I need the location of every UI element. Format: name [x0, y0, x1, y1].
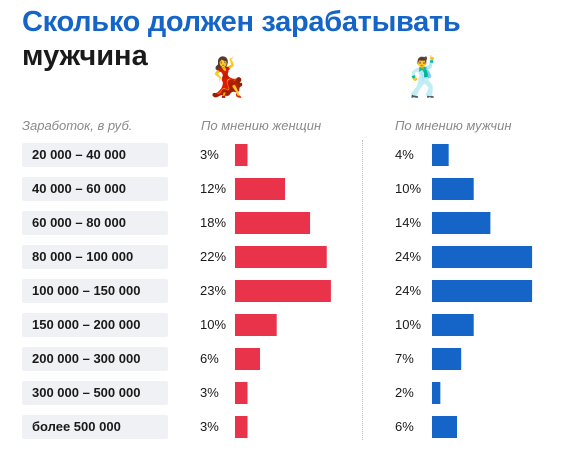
men-data-label: 24%: [395, 283, 422, 298]
men-data-label: 4%: [395, 147, 414, 162]
women-bar: [235, 246, 327, 268]
men-bar: [432, 314, 474, 336]
women-data-label: 3%: [200, 147, 219, 162]
men-bar: [432, 212, 491, 234]
men-bar: [432, 348, 462, 370]
men-data-label: 24%: [395, 249, 422, 264]
chart-title-line1: Сколько должен зарабатывать: [22, 6, 461, 38]
men-bar: [432, 280, 533, 302]
women-bar: [235, 280, 331, 302]
dancing-woman-icon: 💃: [203, 55, 251, 99]
dancing-man-icon: 🕺: [400, 55, 448, 99]
men-data-label: 7%: [395, 351, 414, 366]
category-label: 150 000 – 200 000: [22, 313, 168, 337]
category-label: более 500 000: [22, 415, 168, 439]
women-data-label: 18%: [200, 215, 227, 230]
men-bar: [432, 144, 449, 166]
men-bar: [432, 416, 458, 438]
women-data-label: 22%: [200, 249, 227, 264]
women-data-label: 23%: [200, 283, 227, 298]
men-data-label: 10%: [395, 317, 422, 332]
income-column-header: Заработок, в руб.: [22, 118, 133, 133]
men-bar: [432, 178, 474, 200]
men-bar: [432, 246, 533, 268]
men-data-label: 6%: [395, 419, 414, 434]
category-label: 40 000 – 60 000: [22, 177, 168, 201]
category-label: 300 000 – 500 000: [22, 381, 168, 405]
men-data-label: 10%: [395, 181, 422, 196]
women-data-label: 12%: [200, 181, 227, 196]
category-label: 100 000 – 150 000: [22, 279, 168, 303]
category-label: 60 000 – 80 000: [22, 211, 168, 235]
men-data-label: 14%: [395, 215, 422, 230]
chart-title-line2: мужчина: [22, 40, 148, 72]
men-bar: [432, 382, 441, 404]
men-data-label: 2%: [395, 385, 414, 400]
category-label: 80 000 – 100 000: [22, 245, 168, 269]
women-data-label: 10%: [200, 317, 227, 332]
women-bar: [235, 382, 248, 404]
women-bar: [235, 348, 261, 370]
women-bar: [235, 416, 248, 438]
women-data-label: 3%: [200, 419, 219, 434]
women-bar: [235, 178, 286, 200]
women-data-label: 6%: [200, 351, 219, 366]
women-column-header: По мнению женщин: [201, 118, 322, 133]
women-bar: [235, 314, 277, 336]
category-label: 20 000 – 40 000: [22, 143, 168, 167]
women-data-label: 3%: [200, 385, 219, 400]
category-label: 200 000 – 300 000: [22, 347, 168, 371]
column-divider: [362, 140, 363, 440]
men-column-header: По мнению мужчин: [395, 118, 512, 133]
women-bar: [235, 212, 311, 234]
women-bar: [235, 144, 248, 166]
